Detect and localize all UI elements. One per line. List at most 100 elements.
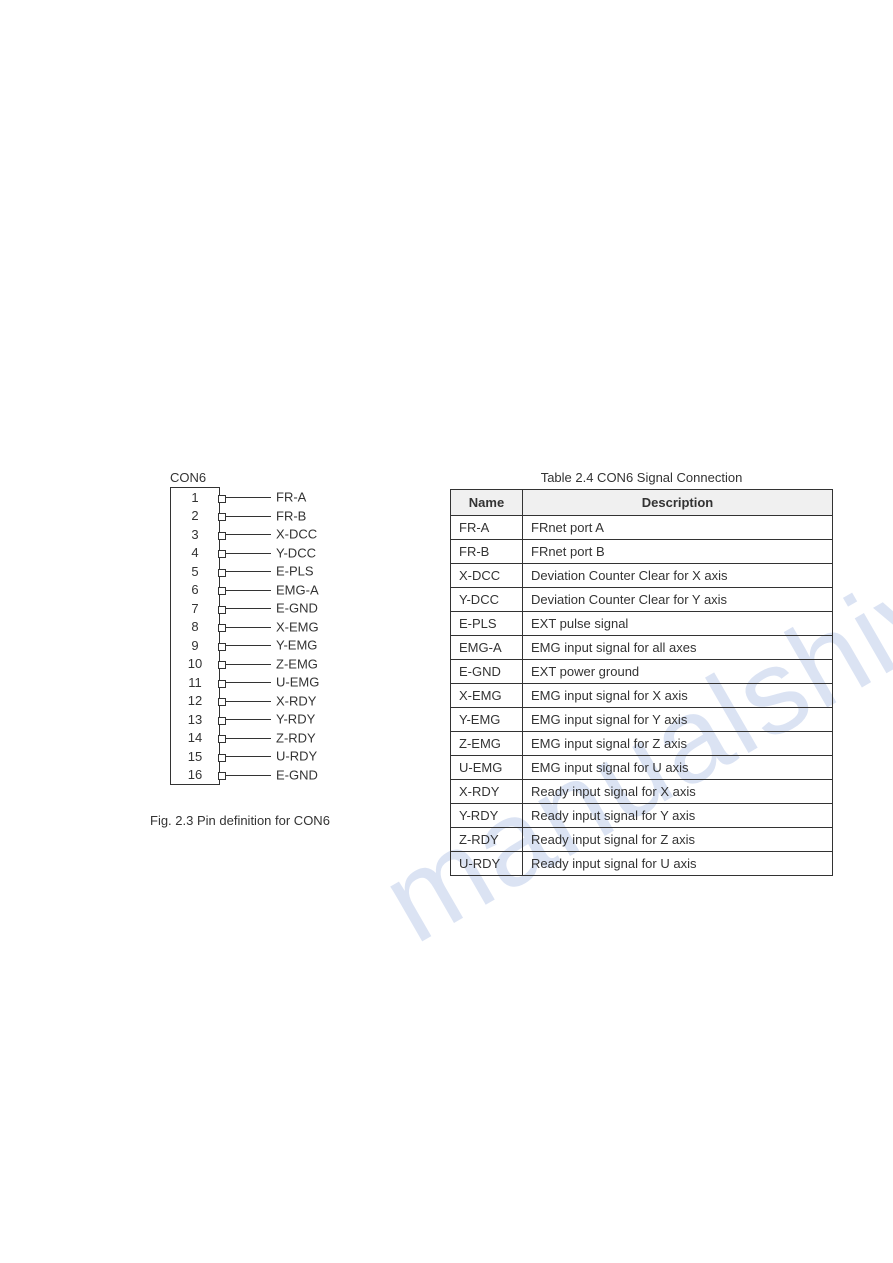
- pin-label: E-PLS: [276, 564, 314, 579]
- pin-line: [221, 738, 271, 739]
- pin-line: [221, 571, 271, 572]
- pin-row: 5E-PLS: [171, 562, 219, 581]
- pin-number: 11: [171, 675, 219, 690]
- pin-line: [221, 627, 271, 628]
- table-row: FR-AFRnet port A: [451, 516, 833, 540]
- pin-row: 10Z-EMG: [171, 655, 219, 674]
- pin-line: [221, 719, 271, 720]
- cell-desc: EXT pulse signal: [523, 612, 833, 636]
- pin-line: [221, 682, 271, 683]
- table-header-row: Name Description: [451, 490, 833, 516]
- pin-line: [221, 756, 271, 757]
- cell-desc: EMG input signal for Z axis: [523, 732, 833, 756]
- pin-label: Y-DCC: [276, 545, 316, 560]
- table-row: EMG-AEMG input signal for all axes: [451, 636, 833, 660]
- cell-desc: Deviation Counter Clear for X axis: [523, 564, 833, 588]
- table-row: X-RDYReady input signal for X axis: [451, 780, 833, 804]
- pin-line: [221, 516, 271, 517]
- cell-name: X-RDY: [451, 780, 523, 804]
- cell-desc: EMG input signal for Y axis: [523, 708, 833, 732]
- pin-number: 16: [171, 767, 219, 782]
- pin-row: 6EMG-A: [171, 581, 219, 600]
- table-row: E-PLSEXT pulse signal: [451, 612, 833, 636]
- pin-label: FR-B: [276, 508, 306, 523]
- pin-row: 8X-EMG: [171, 618, 219, 637]
- table-row: FR-BFRnet port B: [451, 540, 833, 564]
- pin-line: [221, 701, 271, 702]
- cell-desc: Ready input signal for X axis: [523, 780, 833, 804]
- pin-line: [221, 590, 271, 591]
- pin-number: 7: [171, 601, 219, 616]
- cell-name: Z-EMG: [451, 732, 523, 756]
- pin-label: U-RDY: [276, 749, 317, 764]
- col-desc-header: Description: [523, 490, 833, 516]
- pin-number: 8: [171, 619, 219, 634]
- page: manualshive.com CON6 1FR-A2FR-B3X-DCC4Y-…: [0, 0, 893, 1263]
- pin-number: 15: [171, 749, 219, 764]
- pin-row: 16E-GND: [171, 766, 219, 785]
- cell-desc: EMG input signal for all axes: [523, 636, 833, 660]
- table-row: X-DCCDeviation Counter Clear for X axis: [451, 564, 833, 588]
- cell-desc: EXT power ground: [523, 660, 833, 684]
- pin-line: [221, 645, 271, 646]
- col-name-header: Name: [451, 490, 523, 516]
- pin-row: 2FR-B: [171, 507, 219, 526]
- cell-name: E-PLS: [451, 612, 523, 636]
- pin-number: 14: [171, 730, 219, 745]
- pin-row: 1FR-A: [171, 488, 219, 507]
- cell-desc: Ready input signal for Y axis: [523, 804, 833, 828]
- pin-label: EMG-A: [276, 582, 319, 597]
- pin-label: Y-RDY: [276, 712, 315, 727]
- pin-row: 7E-GND: [171, 599, 219, 618]
- pin-line: [221, 497, 271, 498]
- pin-number: 2: [171, 508, 219, 523]
- pin-number: 1: [171, 490, 219, 505]
- table-row: Y-EMGEMG input signal for Y axis: [451, 708, 833, 732]
- pin-line: [221, 553, 271, 554]
- pin-line: [221, 534, 271, 535]
- pin-label: Z-RDY: [276, 730, 316, 745]
- pin-row: 11U-EMG: [171, 673, 219, 692]
- table-row: U-EMGEMG input signal for U axis: [451, 756, 833, 780]
- pin-label: X-RDY: [276, 693, 316, 708]
- cell-name: Y-EMG: [451, 708, 523, 732]
- cell-name: EMG-A: [451, 636, 523, 660]
- pin-line: [221, 608, 271, 609]
- cell-desc: Ready input signal for Z axis: [523, 828, 833, 852]
- cell-desc: EMG input signal for X axis: [523, 684, 833, 708]
- pin-line: [221, 664, 271, 665]
- cell-desc: Ready input signal for U axis: [523, 852, 833, 876]
- cell-name: Y-RDY: [451, 804, 523, 828]
- cell-name: Z-RDY: [451, 828, 523, 852]
- connector-box: 1FR-A2FR-B3X-DCC4Y-DCC5E-PLS6EMG-A7E-GND…: [170, 487, 220, 785]
- cell-name: Y-DCC: [451, 588, 523, 612]
- signal-table: Name Description FR-AFRnet port AFR-BFRn…: [450, 489, 833, 876]
- cell-desc: Deviation Counter Clear for Y axis: [523, 588, 833, 612]
- cell-name: E-GND: [451, 660, 523, 684]
- pin-label: E-GND: [276, 767, 318, 782]
- pin-number: 13: [171, 712, 219, 727]
- pin-label: Z-EMG: [276, 656, 318, 671]
- pin-label: X-EMG: [276, 619, 319, 634]
- table-row: Y-DCCDeviation Counter Clear for Y axis: [451, 588, 833, 612]
- pin-row: 3X-DCC: [171, 525, 219, 544]
- table-column: Table 2.4 CON6 Signal Connection Name De…: [450, 470, 893, 876]
- content-area: CON6 1FR-A2FR-B3X-DCC4Y-DCC5E-PLS6EMG-A7…: [0, 0, 893, 876]
- pin-row: 15U-RDY: [171, 747, 219, 766]
- connector-diagram: 1FR-A2FR-B3X-DCC4Y-DCC5E-PLS6EMG-A7E-GND…: [170, 487, 390, 785]
- cell-name: X-DCC: [451, 564, 523, 588]
- table-row: Z-EMGEMG input signal for Z axis: [451, 732, 833, 756]
- pin-number: 9: [171, 638, 219, 653]
- cell-name: FR-A: [451, 516, 523, 540]
- pin-number: 10: [171, 656, 219, 671]
- pin-label: X-DCC: [276, 527, 317, 542]
- table-caption: Table 2.4 CON6 Signal Connection: [450, 470, 833, 485]
- pin-row: 14Z-RDY: [171, 729, 219, 748]
- cell-desc: EMG input signal for U axis: [523, 756, 833, 780]
- table-row: Y-RDYReady input signal for Y axis: [451, 804, 833, 828]
- pin-line: [221, 775, 271, 776]
- cell-name: U-EMG: [451, 756, 523, 780]
- pin-number: 12: [171, 693, 219, 708]
- pin-label: E-GND: [276, 601, 318, 616]
- connector-column: CON6 1FR-A2FR-B3X-DCC4Y-DCC5E-PLS6EMG-A7…: [170, 470, 400, 876]
